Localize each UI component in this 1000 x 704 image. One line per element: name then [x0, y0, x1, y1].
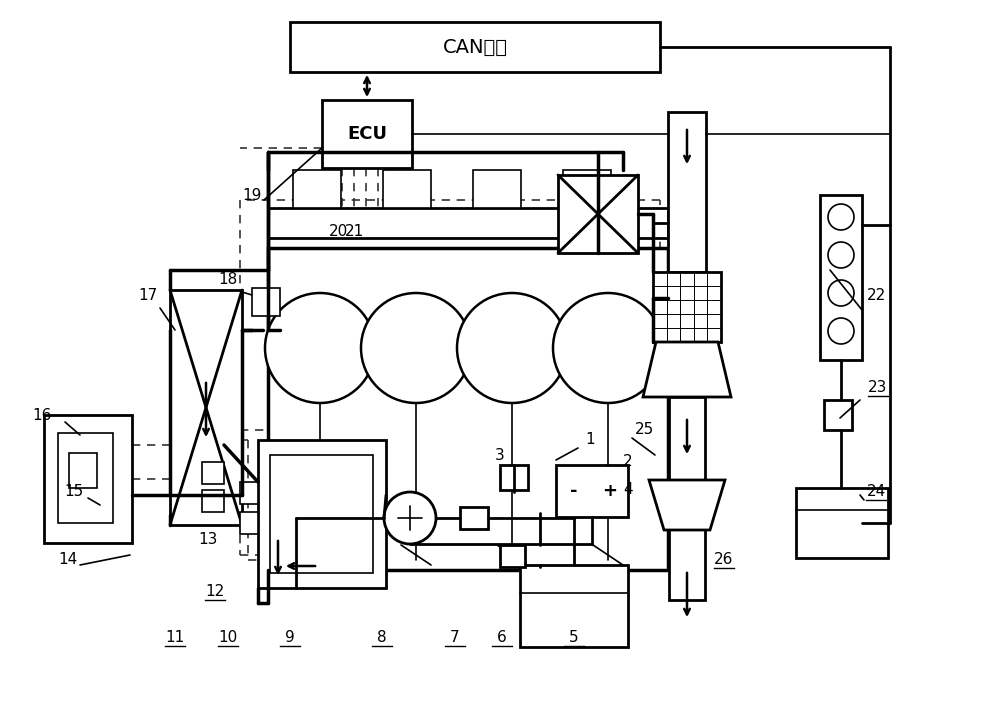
Bar: [290, 22, 660, 72]
Circle shape: [828, 280, 854, 306]
Text: 17: 17: [138, 287, 158, 303]
Bar: [669, 397, 705, 600]
Text: 7: 7: [450, 631, 460, 646]
Text: 12: 12: [205, 584, 225, 600]
Circle shape: [265, 293, 375, 403]
Text: 5: 5: [569, 631, 579, 646]
Bar: [268, 208, 668, 238]
Bar: [240, 512, 258, 534]
Text: 18: 18: [218, 272, 238, 287]
Bar: [520, 565, 628, 647]
Circle shape: [457, 293, 567, 403]
Text: 23: 23: [868, 380, 888, 396]
Bar: [58, 433, 113, 523]
Bar: [202, 490, 224, 512]
Text: 8: 8: [377, 631, 387, 646]
Bar: [473, 170, 521, 208]
Circle shape: [361, 293, 471, 403]
Text: 22: 22: [866, 287, 886, 303]
Bar: [824, 400, 852, 430]
Bar: [500, 545, 525, 567]
Text: 21: 21: [344, 225, 364, 239]
Circle shape: [828, 204, 854, 230]
Text: 15: 15: [64, 484, 84, 500]
Circle shape: [828, 242, 854, 268]
Bar: [556, 465, 628, 517]
Bar: [322, 100, 412, 168]
Text: 4: 4: [623, 482, 633, 498]
Bar: [170, 290, 242, 525]
Polygon shape: [643, 342, 731, 397]
Bar: [268, 248, 668, 570]
Circle shape: [384, 492, 436, 544]
Bar: [202, 462, 224, 484]
Text: 13: 13: [198, 532, 218, 548]
Text: 6: 6: [497, 631, 507, 646]
Text: 14: 14: [58, 553, 78, 567]
Text: +: +: [602, 482, 618, 500]
Circle shape: [828, 318, 854, 344]
Bar: [293, 170, 341, 208]
Text: 26: 26: [714, 553, 734, 567]
Bar: [252, 288, 280, 316]
Circle shape: [553, 293, 663, 403]
Bar: [668, 112, 706, 272]
Text: 2: 2: [623, 455, 633, 470]
Text: 19: 19: [242, 187, 262, 203]
Bar: [500, 465, 528, 490]
Bar: [270, 455, 373, 573]
Text: 1: 1: [585, 432, 595, 448]
Text: 24: 24: [866, 484, 886, 500]
Text: 9: 9: [285, 631, 295, 646]
Bar: [44, 415, 132, 543]
Text: 25: 25: [634, 422, 654, 437]
Bar: [460, 507, 488, 529]
Bar: [558, 175, 638, 253]
Text: 3: 3: [495, 448, 505, 463]
Bar: [383, 170, 431, 208]
Text: -: -: [570, 482, 578, 500]
Polygon shape: [649, 480, 725, 530]
Text: ECU: ECU: [347, 125, 387, 143]
Text: 16: 16: [32, 408, 52, 422]
Bar: [653, 272, 721, 342]
Bar: [563, 170, 611, 208]
Bar: [796, 488, 888, 558]
Bar: [820, 195, 862, 360]
Text: 20: 20: [328, 225, 348, 239]
Bar: [258, 440, 386, 588]
Bar: [69, 453, 97, 488]
Text: 11: 11: [165, 631, 185, 646]
Text: CAN总线: CAN总线: [442, 37, 508, 56]
Bar: [240, 482, 258, 504]
Text: 10: 10: [218, 631, 238, 646]
